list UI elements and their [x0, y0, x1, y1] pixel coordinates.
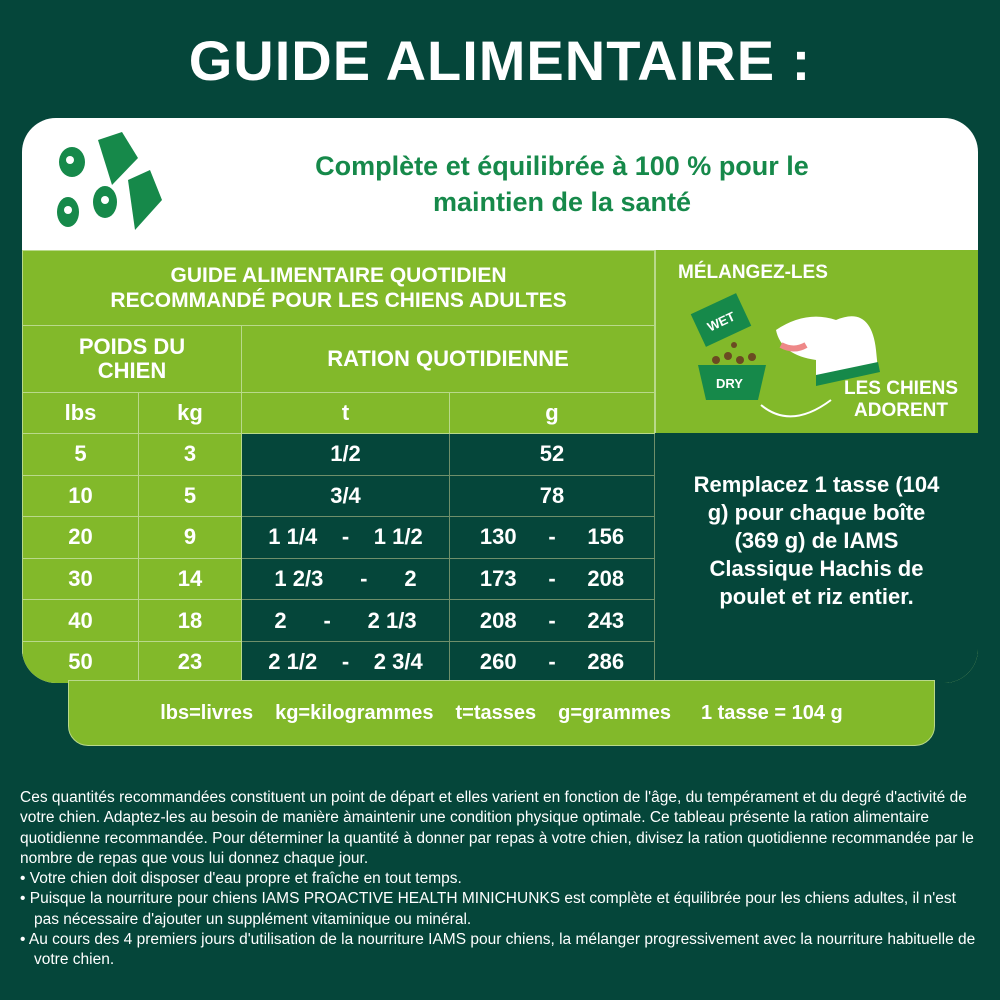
guide-panel: GUIDE ALIMENTAIRE QUOTIDIEN RECOMMANDÉ PO…: [22, 250, 978, 683]
legend-item: lbs=livres: [160, 701, 254, 724]
grams-cell: 173-208: [449, 557, 655, 601]
page-title: GUIDE ALIMENTAIRE :: [188, 29, 812, 92]
grams-cell: 260-286: [449, 640, 655, 683]
cups-cell: 2-2 1/3: [241, 599, 450, 642]
dry-label: DRY: [716, 376, 743, 391]
unit-t: t: [241, 392, 450, 434]
legend-item: kg=kilogrammes: [275, 701, 434, 724]
kg-cell: 18: [138, 599, 242, 642]
cups-cell: 1 2/3-2: [241, 557, 450, 601]
abbreviation-legend: lbs=livres kg=kilogrammes t=tasses g=gra…: [68, 680, 935, 746]
weight-header: POIDS DU CHIEN: [22, 325, 242, 393]
subtitle: Complète et équilibrée à 100 % pour le m…: [315, 151, 809, 217]
lbs-cell: 50: [22, 640, 139, 683]
kibble-and-cup-icon: [57, 132, 162, 230]
lbs-cell: 30: [22, 557, 139, 601]
table-row: 10 5 3/4 78: [22, 474, 655, 518]
unit-lbs: lbs: [22, 392, 139, 434]
legend-item: t=tasses: [455, 701, 537, 724]
legend-item: g=grammes: [558, 701, 671, 724]
lbs-cell: 10: [22, 474, 139, 518]
grams-cell: 52: [449, 433, 655, 476]
note-bullet: • Puisque la nourriture pour chiens IAMS…: [20, 890, 956, 928]
replacement-note: Remplacez 1 tasse (104 g) pour chaque bo…: [655, 433, 978, 683]
table-row: 50 23 2 1/2-2 3/4 260-286: [22, 640, 655, 683]
unit-g: g: [449, 392, 655, 434]
kg-cell: 9: [138, 516, 242, 559]
cups-cell: 1/2: [241, 433, 450, 476]
notes-paragraph: Ces quantités recommandées constituent u…: [20, 789, 974, 867]
kg-cell: 14: [138, 557, 242, 601]
table-row: 20 9 1 1/4-1 1/2 130-156: [22, 516, 655, 559]
lbs-cell: 20: [22, 516, 139, 559]
dog-bowl-illustration-icon: WET DRY: [690, 293, 880, 418]
feeding-notes: Ces quantités recommandées constituent u…: [20, 788, 985, 971]
table-row: 40 18 2-2 1/3 208-243: [22, 599, 655, 642]
lbs-cell: 5: [22, 433, 139, 476]
dogs-love-it: LES CHIENS ADORENT: [844, 378, 959, 421]
cups-cell: 3/4: [241, 474, 450, 518]
table-row: 5 3 1/2 52: [22, 433, 655, 476]
kg-cell: 23: [138, 640, 242, 683]
grams-cell: 130-156: [449, 516, 655, 559]
cups-cell: 1 1/4-1 1/2: [241, 516, 450, 559]
feeding-table: GUIDE ALIMENTAIRE QUOTIDIEN RECOMMANDÉ PO…: [22, 250, 655, 683]
kg-cell: 3: [138, 433, 242, 476]
ration-header: RATION QUOTIDIENNE: [241, 325, 655, 393]
unit-kg: kg: [138, 392, 242, 434]
grams-cell: 78: [449, 474, 655, 518]
table-row: 30 14 1 2/3-2 173-208: [22, 557, 655, 601]
legend-item: 1 tasse = 104 g: [700, 701, 843, 724]
cups-cell: 2 1/2-2 3/4: [241, 640, 450, 683]
mix-panel: MÉLANGEZ-LES WET DRY LES CHIENS ADORENT: [655, 250, 978, 433]
feeding-guide-card: Complète et équilibrée à 100 % pour le m…: [22, 118, 978, 683]
note-bullet: • Votre chien doit disposer d'eau propre…: [20, 870, 462, 888]
grams-cell: 208-243: [449, 599, 655, 642]
table-title: GUIDE ALIMENTAIRE QUOTIDIEN RECOMMANDÉ PO…: [22, 250, 655, 326]
note-bullet: • Au cours des 4 premiers jours d'utilis…: [20, 931, 976, 969]
kg-cell: 5: [138, 474, 242, 518]
mix-title: MÉLANGEZ-LES: [678, 262, 828, 283]
lbs-cell: 40: [22, 599, 139, 642]
